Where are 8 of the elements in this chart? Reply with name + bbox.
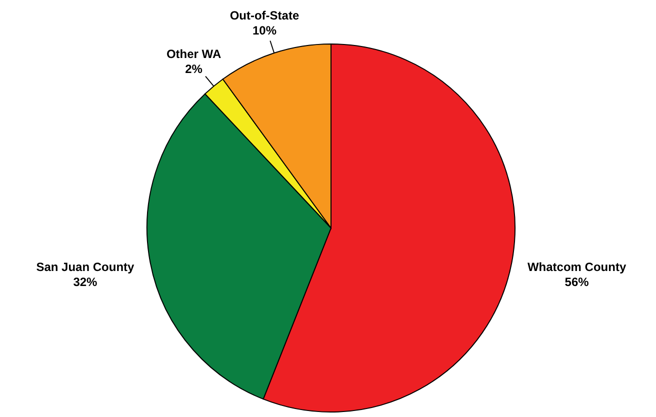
data-label: 56% bbox=[564, 274, 590, 289]
slice-label: Out-of-State bbox=[230, 8, 300, 22]
slice-label: San Juan County bbox=[36, 260, 135, 274]
data-label: 32% bbox=[73, 274, 98, 289]
slice-label: Other WA bbox=[166, 47, 222, 62]
data-label: 10% bbox=[252, 23, 277, 38]
slice-label: Whatcom County bbox=[527, 260, 626, 274]
data-label: 2% bbox=[185, 62, 203, 76]
